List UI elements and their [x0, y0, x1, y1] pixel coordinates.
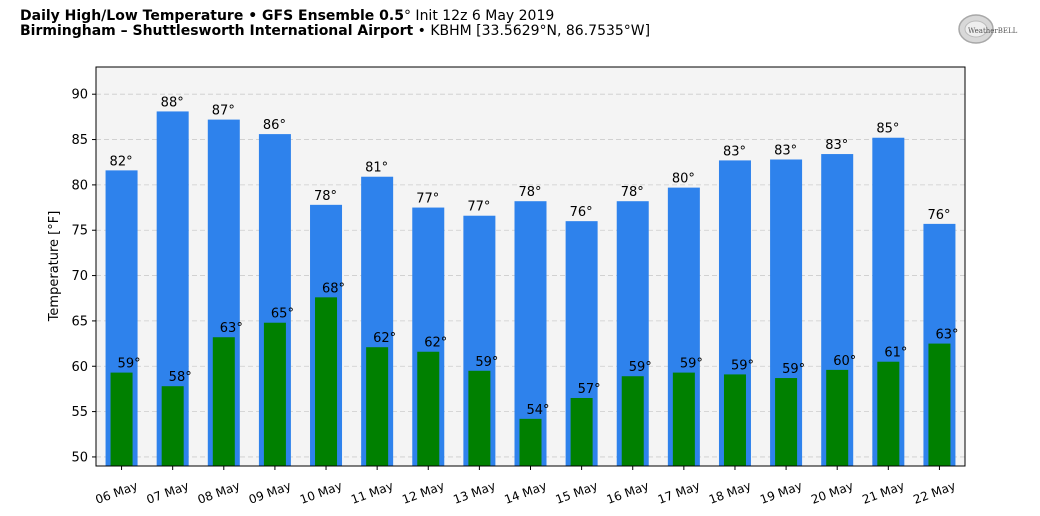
x-tick-label: 17 May — [656, 479, 702, 507]
y-tick-label: 85 — [71, 133, 88, 148]
high-temp-label: 85° — [876, 122, 899, 137]
low-temp-label: 62° — [424, 336, 447, 351]
high-temp-label: 83° — [723, 144, 746, 159]
x-tick-label: 10 May — [298, 479, 344, 507]
low-temp-label: 59° — [680, 357, 703, 372]
high-temp-label: 76° — [927, 208, 950, 223]
y-tick-label: 90 — [71, 88, 88, 103]
chart-subtitle: Birmingham – Shuttlesworth International… — [20, 23, 650, 39]
y-axis-label: Temperature [°F] — [47, 211, 62, 323]
y-tick-label: 50 — [71, 450, 88, 465]
low-temp-bar — [928, 343, 951, 466]
x-tick-label: 20 May — [809, 479, 855, 507]
x-tick-label: 08 May — [196, 479, 242, 507]
x-tick-label: 11 May — [349, 479, 395, 507]
low-temp-label: 63° — [935, 328, 958, 343]
low-temp-bar — [775, 378, 798, 466]
location-name: Birmingham – Shuttlesworth International… — [20, 23, 414, 39]
weatherbell-logo: WeatherBELL — [958, 14, 1018, 44]
low-temp-label: 60° — [833, 354, 856, 369]
low-temp-label: 65° — [271, 307, 294, 322]
low-temp-label: 63° — [220, 321, 243, 336]
low-temp-bar — [723, 374, 746, 466]
y-axis: 50 55 60 65 70 75 80 85 90 — [71, 88, 96, 465]
x-tick-label: 16 May — [605, 479, 651, 507]
x-tick-label: 07 May — [145, 479, 191, 507]
low-temp-bar — [468, 370, 491, 466]
low-temp-bar — [366, 347, 389, 466]
low-temp-label: 54° — [527, 403, 550, 418]
x-tick-label: 19 May — [758, 479, 804, 507]
high-temp-label: 82° — [110, 154, 133, 169]
chart-title-degree: ° — [403, 8, 411, 24]
high-temp-label: 87° — [212, 104, 235, 119]
high-temp-label: 86° — [263, 118, 286, 133]
high-temp-label: 81° — [365, 161, 388, 176]
low-temp-label: 68° — [322, 281, 345, 296]
y-tick-label: 70 — [71, 269, 88, 284]
y-tick-label: 55 — [71, 405, 88, 420]
chart-title-main: Daily High/Low Temperature • GFS Ensembl… — [20, 8, 404, 24]
low-temp-label: 59° — [629, 360, 652, 375]
x-tick-label: 13 May — [451, 479, 497, 507]
x-axis: 06 May 07 May 08 May 09 May 10 May 11 May 12 M… — [94, 466, 957, 507]
high-temp-label: 78° — [519, 185, 542, 200]
low-temp-label: 59° — [118, 357, 141, 372]
x-tick-label: 15 May — [554, 479, 600, 507]
high-temp-label: 80° — [672, 172, 695, 187]
bars — [105, 111, 956, 467]
high-temp-label: 83° — [825, 138, 848, 153]
low-temp-label: 59° — [731, 358, 754, 373]
high-temp-label: 88° — [161, 95, 184, 110]
low-temp-label: 58° — [169, 370, 192, 385]
low-temp-bar — [212, 337, 235, 466]
logo-text: WeatherBELL — [968, 27, 1018, 35]
x-tick-label: 21 May — [860, 479, 906, 507]
high-temp-label: 78° — [314, 189, 337, 204]
low-temp-label: 62° — [373, 331, 396, 346]
low-temp-bar — [161, 386, 184, 466]
x-tick-label: 06 May — [94, 479, 140, 507]
low-temp-bar — [417, 351, 440, 466]
high-temp-label: 77° — [416, 192, 439, 207]
value-labels: 82° 59° 88° 58° 87° 63° 86° 65° 78° 68° 81° 62° 77° 6… — [110, 95, 959, 417]
y-tick-label: 60 — [71, 360, 88, 375]
y-tick-label: 80 — [71, 178, 88, 193]
x-tick-label: 09 May — [247, 479, 293, 507]
chart-title: Daily High/Low Temperature • GFS Ensembl… — [20, 8, 554, 24]
low-temp-bar — [621, 376, 644, 466]
low-temp-bar — [570, 397, 593, 466]
x-tick-label: 14 May — [502, 479, 548, 507]
logo-inner — [964, 20, 988, 38]
chart-title-init: Init 12z 6 May 2019 — [410, 8, 555, 24]
x-tick-label: 12 May — [400, 479, 446, 507]
high-temp-label: 76° — [570, 205, 593, 220]
low-temp-label: 57° — [578, 382, 601, 397]
location-coordinates: • KBHM [33.5629°N, 86.7535°W] — [413, 23, 651, 39]
low-temp-bar — [672, 372, 695, 466]
y-tick-label: 65 — [71, 314, 88, 329]
x-tick-label: 18 May — [707, 479, 753, 507]
y-tick-label: 75 — [71, 224, 88, 239]
low-temp-bar — [110, 372, 133, 466]
low-temp-bar — [263, 322, 286, 466]
low-temp-bar — [519, 418, 542, 466]
low-temp-bar — [315, 297, 338, 466]
low-temp-bar — [826, 369, 849, 466]
high-temp-label: 78° — [621, 185, 644, 200]
low-temp-label: 61° — [884, 346, 907, 361]
low-temp-bar — [877, 361, 900, 466]
x-tick-label: 22 May — [911, 479, 957, 507]
low-temp-label: 59° — [782, 362, 805, 377]
high-temp-label: 77° — [467, 200, 490, 215]
high-temp-label: 83° — [774, 143, 797, 158]
low-temp-label: 59° — [475, 355, 498, 370]
